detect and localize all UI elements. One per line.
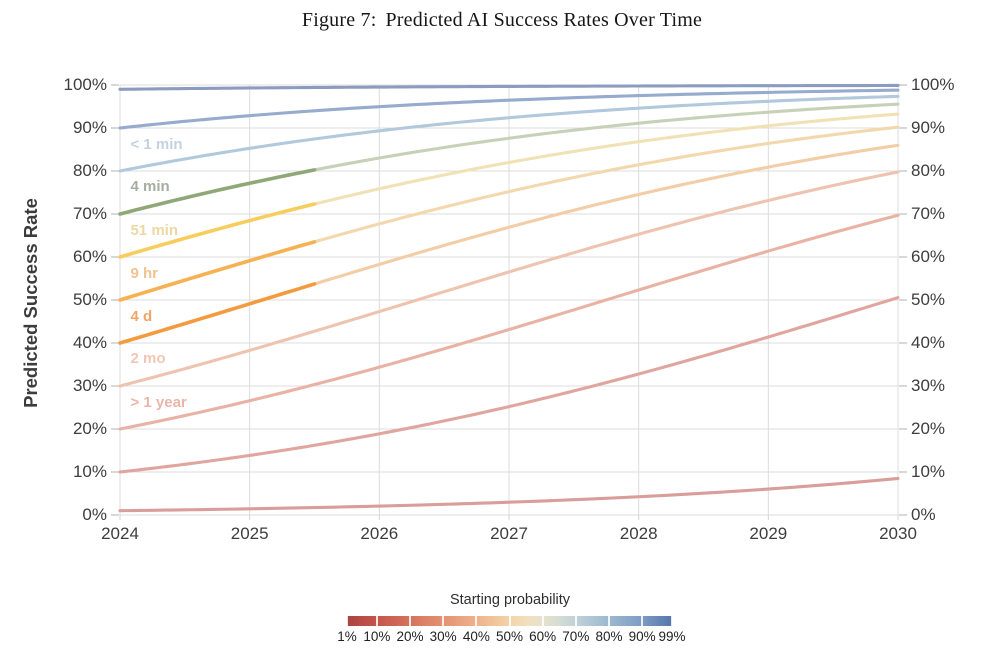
curve-label-30%: 2 mo	[130, 349, 166, 367]
legend-title: Starting probability	[449, 592, 571, 608]
x-tick-label: 2028	[619, 524, 658, 543]
curve-10%	[118, 296, 900, 474]
curve-1%	[118, 476, 900, 513]
curve-label-20%: > 1 year	[130, 393, 187, 411]
y-tick-label-left: 10%	[72, 462, 107, 481]
x-tick-label: 2025	[230, 524, 269, 543]
x-tick-label: 2024	[101, 524, 139, 543]
curve-label-40%: 4 d	[130, 307, 153, 325]
curve-observed-70%	[118, 168, 317, 216]
legend-tick-mark	[442, 616, 445, 626]
curve-30%	[118, 170, 900, 388]
legend-tick-mark	[375, 616, 378, 626]
curves	[118, 83, 900, 513]
curve-20%	[118, 213, 900, 431]
curve-90%	[118, 88, 900, 130]
legend-tick-label: 80%	[595, 629, 623, 644]
curve-80%	[118, 94, 900, 173]
y-tick-label-left: 80%	[72, 161, 107, 180]
y-tick-label-left: 50%	[72, 290, 107, 309]
legend-tick-label: 40%	[462, 629, 490, 644]
y-tick-label-right: 20%	[911, 419, 946, 438]
legend-gradient-bar	[346, 616, 673, 626]
legend-tick-mark	[641, 616, 644, 626]
figure-title-text: Predicted AI Success Rates Over Time	[385, 9, 703, 31]
legend-tick-mark	[574, 616, 577, 626]
curve-label-50%: 9 hr	[130, 264, 158, 282]
curve-label-80%: < 1 min	[130, 136, 183, 154]
legend-tick-mark	[508, 616, 511, 626]
curve-label-70%: 4 min	[130, 177, 170, 195]
y-tick-label-right: 40%	[911, 333, 946, 352]
y-tick-label-right: 0%	[911, 505, 936, 524]
legend-tick-label: 99%	[658, 629, 686, 644]
curve-observed-40%	[118, 282, 317, 345]
legend-tick-mark	[475, 616, 478, 626]
y-tick-label-left: 30%	[72, 376, 107, 395]
legend-tick-label: 50%	[495, 629, 524, 644]
legend-tick-mark	[671, 616, 673, 626]
y-tick-label-right: 10%	[911, 462, 946, 481]
y-tick-label-left: 60%	[72, 247, 107, 266]
y-tick-label-right: 90%	[911, 118, 946, 137]
y-tick-label-right: 60%	[911, 247, 946, 266]
x-tick-label: 2030	[879, 524, 917, 543]
x-tick-label: 2029	[749, 524, 788, 543]
legend-tick-label: 70%	[562, 629, 590, 644]
legend-tick-label: 60%	[529, 629, 557, 644]
legend-tick-mark	[346, 616, 348, 626]
y-tick-label-left: 20%	[72, 419, 107, 438]
y-tick-label-left: 100%	[63, 75, 107, 94]
figure-number: Figure 7:	[301, 9, 377, 31]
y-tick-label-right: 80%	[911, 161, 946, 180]
legend-tick-mark	[409, 616, 411, 626]
legend-tick-mark	[541, 616, 544, 626]
curve-observed-50%	[118, 240, 317, 302]
y-tick-label-left: 40%	[72, 333, 107, 352]
curve-label-60%: 51 min	[130, 221, 178, 239]
legend-tick-label: 20%	[396, 629, 424, 644]
legend-tick-label: 30%	[429, 629, 457, 644]
legend-tick-label: 10%	[363, 629, 391, 644]
y-tick-label-right: 100%	[911, 75, 955, 94]
legend-tick-label: 1%	[337, 629, 357, 644]
legend-tick-label: 90%	[628, 629, 656, 644]
curve-99%	[118, 83, 900, 91]
y-tick-label-left: 90%	[72, 118, 107, 137]
curve-observed-60%	[118, 202, 317, 259]
y-tick-label-left: 0%	[82, 505, 107, 524]
y-tick-label-right: 30%	[911, 376, 946, 395]
axis-ticks	[111, 84, 907, 516]
y-tick-label-right: 50%	[911, 290, 946, 309]
legend-tick-mark	[607, 616, 610, 626]
x-tick-label: 2026	[360, 524, 399, 543]
y-tick-label-left: 70%	[72, 204, 107, 223]
x-tick-label: 2027	[490, 524, 528, 543]
y-tick-label-right: 70%	[911, 204, 946, 223]
figure-title: Figure 7: Predicted AI Success Rates Over…	[0, 9, 1004, 32]
